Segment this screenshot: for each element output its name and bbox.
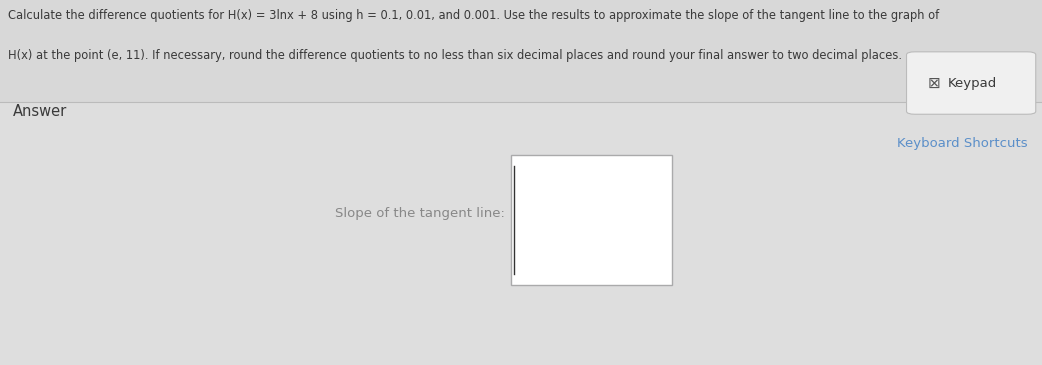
Text: Keyboard Shortcuts: Keyboard Shortcuts	[897, 137, 1027, 150]
Text: Calculate the difference quotients for H(x) = 3lnx + 8 using h = 0.1, 0.01, and : Calculate the difference quotients for H…	[8, 9, 940, 22]
Bar	[0, 0, 1042, 102]
Text: Slope of the tangent line:: Slope of the tangent line:	[336, 207, 505, 220]
Text: Answer: Answer	[13, 104, 67, 119]
FancyBboxPatch shape	[907, 52, 1036, 114]
Text: H(x) at the point (e, 11). If necessary, round the difference quotients to no le: H(x) at the point (e, 11). If necessary,…	[8, 49, 902, 62]
Text: Keypad: Keypad	[948, 77, 997, 89]
Bar	[511, 155, 672, 285]
Bar	[0, 102, 1042, 365]
Text: ⊠: ⊠	[927, 76, 940, 91]
